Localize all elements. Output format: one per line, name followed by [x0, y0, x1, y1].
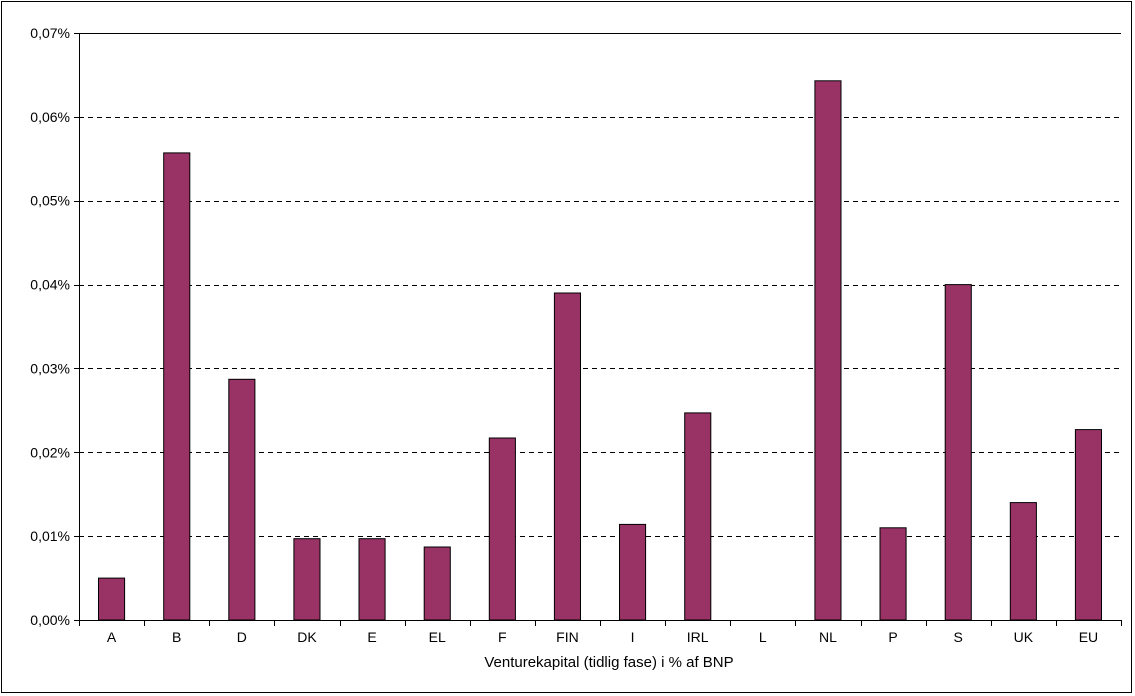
bar-irl	[684, 412, 712, 621]
bar-b	[163, 152, 191, 621]
x-tick-label: D	[237, 629, 247, 645]
bar-dk	[293, 538, 321, 621]
y-tick-label: 0,07%	[30, 25, 70, 41]
bar-f	[488, 437, 516, 621]
x-tick-label: IRL	[687, 629, 709, 645]
y-tick-label: 0,00%	[30, 612, 70, 628]
bar-d	[228, 378, 256, 621]
x-tick-label: NL	[819, 629, 837, 645]
y-tick-label: 0,02%	[30, 444, 70, 460]
x-tick-labels: A B D DK E EL F FIN I IRL L NL P S UK EU	[107, 629, 1098, 645]
y-tick-label: 0,03%	[30, 360, 70, 376]
x-tick-label: P	[888, 629, 897, 645]
x-tick-label: F	[498, 629, 507, 645]
x-tick-label: B	[172, 629, 181, 645]
bar-fin	[553, 292, 582, 621]
bar-e	[358, 538, 386, 621]
bar-eu	[1074, 429, 1103, 621]
axes	[74, 33, 1122, 626]
bar-p	[879, 527, 907, 621]
y-tick-label: 0,04%	[30, 277, 70, 293]
bars	[98, 80, 1103, 621]
y-tick-label: 0,06%	[30, 109, 70, 125]
x-tick-label: EU	[1079, 629, 1098, 645]
x-tick-label: FIN	[556, 629, 579, 645]
bar-el	[423, 546, 451, 621]
y-tick-label: 0,01%	[30, 528, 70, 544]
bar-a	[98, 577, 126, 621]
bar-i	[619, 523, 647, 621]
x-tick-label: S	[954, 629, 963, 645]
bar-nl	[814, 80, 842, 621]
x-tick-label: I	[631, 629, 635, 645]
bar-s	[944, 284, 972, 621]
x-tick-label: E	[367, 629, 376, 645]
x-tick-label: DK	[297, 629, 317, 645]
y-tick-labels: 0,00% 0,01% 0,02% 0,03% 0,04% 0,05% 0,06% 0,07%	[30, 25, 70, 628]
x-tick-label: UK	[1014, 629, 1034, 645]
x-axis-title: Venturekapital (tidlig fase) i % af BNP	[484, 654, 733, 671]
bar-uk	[1009, 502, 1037, 621]
x-tick-label: EL	[429, 629, 446, 645]
x-tick-label: L	[759, 629, 767, 645]
x-tick-label: A	[107, 629, 117, 645]
y-tick-label: 0,05%	[30, 193, 70, 209]
